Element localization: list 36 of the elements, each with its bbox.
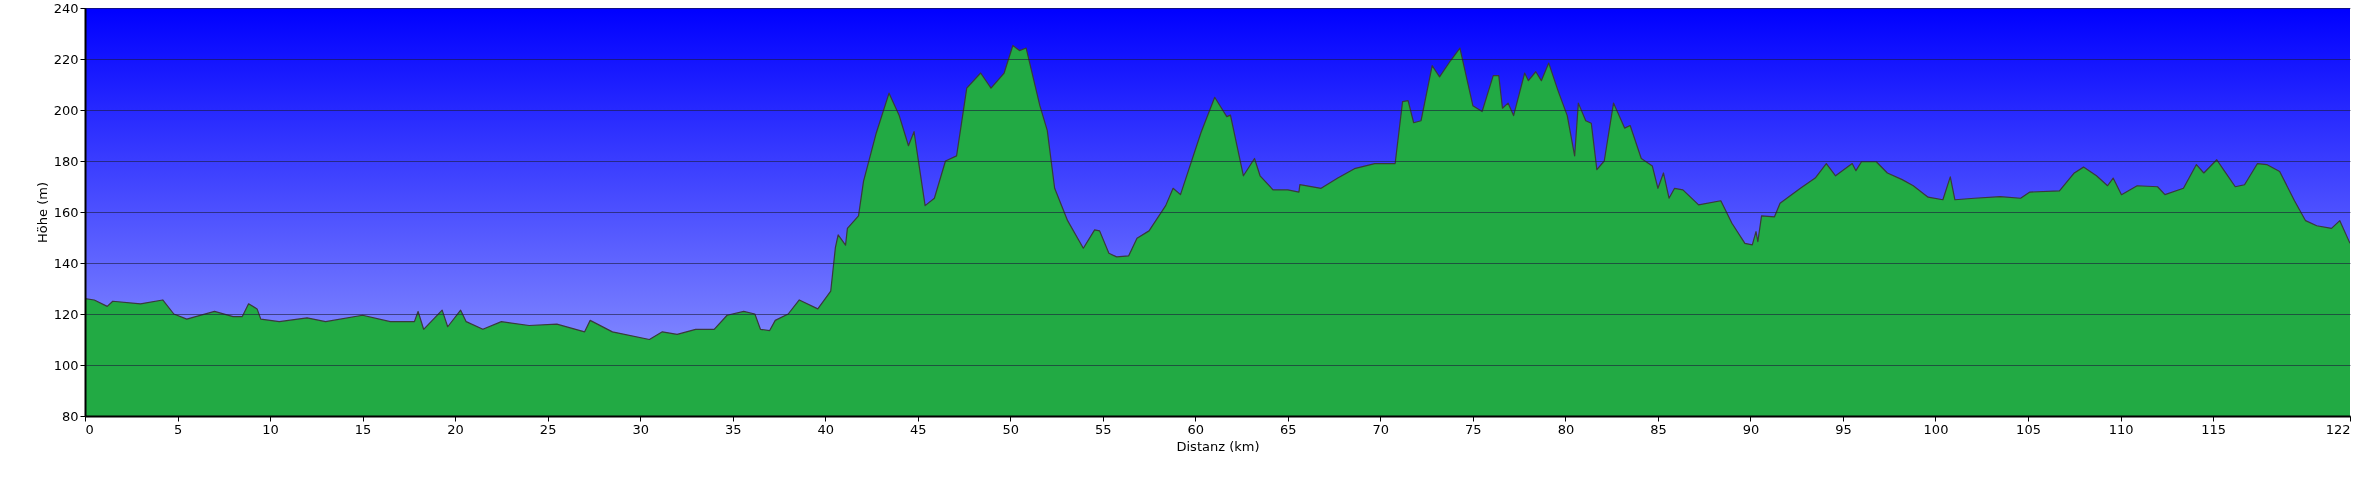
x-tick-label: 30: [632, 421, 649, 437]
y-tick-label: 80: [61, 408, 79, 424]
y-tick-label: 200: [53, 102, 79, 118]
x-tick-label: 20: [447, 421, 464, 437]
x-axis-title: Distanz (km): [1176, 438, 1260, 454]
x-tick-label: 80: [1557, 421, 1575, 437]
y-tick-label: 100: [53, 357, 79, 373]
x-tick-label: 0: [85, 421, 94, 437]
x-tick-label: 70: [1372, 421, 1390, 437]
x-tick-label: 95: [1835, 421, 1852, 437]
x-tick-label: 55: [1095, 421, 1112, 437]
x-tick-label: 15: [354, 421, 372, 437]
y-tick-label: 180: [53, 153, 79, 169]
x-tick-label: 40: [817, 421, 834, 437]
x-tick-label: 115: [2201, 421, 2226, 437]
x-tick-label: 60: [1187, 421, 1205, 437]
y-tick-label: 120: [53, 306, 79, 322]
y-tick-label: 140: [53, 255, 79, 271]
y-tick-label: 220: [53, 51, 79, 67]
x-tick-label: 35: [724, 421, 742, 437]
x-tick-label: 85: [1650, 421, 1667, 437]
x-tick-label: 65: [1280, 421, 1297, 437]
x-tick-label: 100: [1923, 421, 1949, 437]
x-tick-label: 122: [2325, 421, 2351, 437]
x-tick-label: 10: [262, 421, 279, 437]
x-tick-label: 25: [539, 421, 557, 437]
y-tick-label: 160: [53, 204, 79, 220]
x-tick-label: 110: [2108, 421, 2134, 437]
x-tick-label: 105: [2016, 421, 2041, 437]
x-tick-label: 75: [1465, 421, 1482, 437]
x-tick-label: 5: [173, 421, 183, 437]
x-tick-label: 50: [1002, 421, 1020, 437]
y-tick-label: 240: [53, 0, 79, 16]
x-tick-label: 45: [909, 421, 927, 437]
x-tick-label: 90: [1742, 421, 1760, 437]
y-axis-title: Höhe (m): [34, 182, 50, 243]
